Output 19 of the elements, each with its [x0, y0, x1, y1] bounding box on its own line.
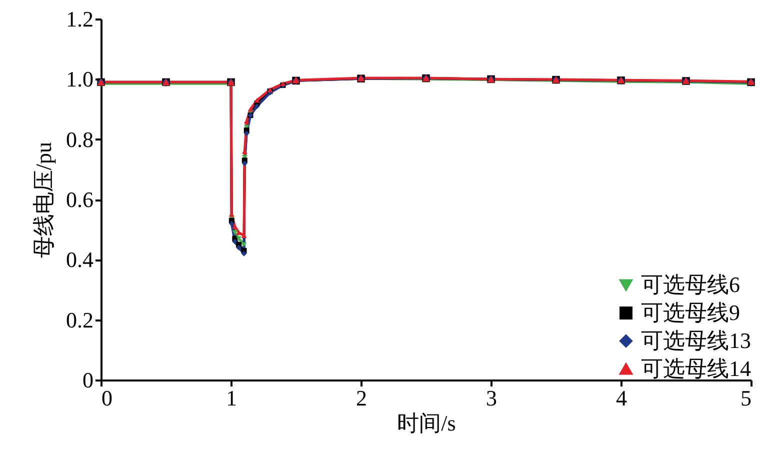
x-tick-label: 3 [486, 386, 497, 410]
y-tick-label: 0.2 [66, 307, 94, 332]
x-tick-label: 0 [102, 386, 112, 410]
y-tick-label: 1.2 [66, 6, 94, 32]
x-tick-label: 5 [740, 386, 752, 410]
y-axis-title: 母线电压/pu [31, 142, 56, 258]
x-tick-label: 2 [356, 386, 367, 410]
y-tick-label: 0.8 [66, 126, 94, 152]
x-axis-title: 时间/s [397, 410, 456, 436]
x-tick-label: 1 [226, 386, 237, 410]
y-tick-label: 0 [82, 368, 94, 392]
legend-label: 可选母线6 [641, 272, 740, 297]
y-tick-label: 1.0 [66, 66, 94, 92]
x-tick-label: 4 [616, 386, 627, 410]
y-tick-label: 0.4 [66, 247, 94, 272]
legend-label: 可选母线14 [641, 356, 751, 381]
legend-label: 可选母线13 [641, 328, 751, 353]
legend-label: 可选母线9 [641, 300, 740, 325]
y-tick-label: 0.6 [66, 187, 94, 212]
